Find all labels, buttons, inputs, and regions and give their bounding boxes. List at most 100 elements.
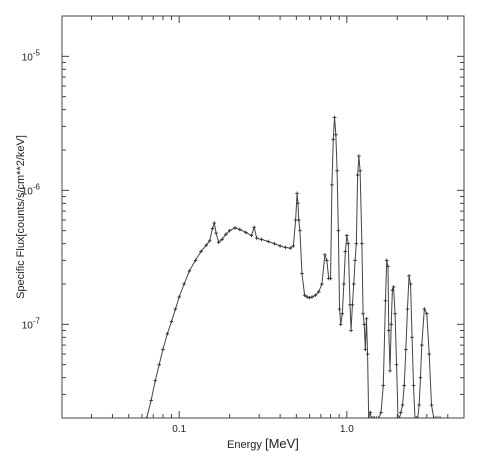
data-point bbox=[384, 258, 389, 263]
data-point bbox=[153, 378, 158, 383]
data-point bbox=[238, 227, 242, 232]
data-point bbox=[144, 416, 149, 418]
y-axis-label: Specific Flux[counts/s/cm**2/keV] bbox=[15, 135, 27, 299]
data-point bbox=[337, 307, 342, 311]
data-point bbox=[278, 244, 282, 248]
data-point bbox=[342, 282, 346, 286]
data-point bbox=[227, 228, 232, 233]
data-point bbox=[411, 383, 416, 388]
data-point bbox=[386, 328, 391, 333]
data-point bbox=[331, 137, 336, 142]
data-point bbox=[410, 335, 414, 340]
data-point bbox=[396, 416, 400, 418]
data-point bbox=[340, 311, 345, 316]
data-point bbox=[390, 288, 395, 292]
data-point bbox=[383, 298, 388, 303]
data-point bbox=[388, 369, 392, 373]
data-point bbox=[224, 232, 228, 237]
data-point bbox=[149, 398, 153, 403]
data-point bbox=[165, 331, 170, 336]
data-point bbox=[418, 375, 423, 380]
data-point bbox=[349, 328, 353, 333]
data-point bbox=[334, 132, 338, 137]
data-point bbox=[335, 168, 339, 173]
data-point bbox=[376, 416, 381, 418]
data-point bbox=[374, 416, 379, 418]
data-point bbox=[199, 249, 203, 254]
data-point bbox=[328, 276, 333, 281]
data-point bbox=[310, 295, 314, 299]
y-tick-label-base: 10 bbox=[22, 320, 34, 331]
data-point bbox=[371, 416, 375, 418]
data-point bbox=[283, 245, 288, 250]
data-point bbox=[157, 362, 161, 367]
y-tick-label: 10-7 bbox=[22, 316, 41, 331]
data-point bbox=[332, 115, 337, 120]
data-point bbox=[408, 282, 413, 286]
data-point bbox=[405, 307, 410, 311]
data-point bbox=[325, 258, 329, 263]
data-point bbox=[343, 249, 348, 254]
data-point bbox=[354, 241, 359, 246]
data-point bbox=[346, 241, 351, 246]
data-point bbox=[362, 322, 367, 327]
data-point bbox=[358, 168, 362, 173]
y-tick-label: 10-6 bbox=[22, 182, 41, 197]
data-point bbox=[336, 228, 341, 233]
data-point bbox=[302, 293, 307, 298]
data-point bbox=[429, 403, 434, 407]
data-point bbox=[288, 246, 293, 250]
data-point bbox=[300, 271, 304, 276]
data-point bbox=[402, 383, 407, 388]
data-point bbox=[414, 416, 419, 418]
data-point bbox=[400, 403, 405, 407]
data-point bbox=[417, 403, 421, 407]
data-point bbox=[360, 241, 364, 246]
y-tick-label-exponent: -7 bbox=[33, 316, 41, 325]
data-point bbox=[220, 237, 224, 242]
data-point bbox=[386, 264, 390, 269]
data-point bbox=[404, 347, 408, 352]
x-axis-label-unit: [MeV] bbox=[265, 436, 299, 451]
data-point bbox=[210, 226, 215, 231]
data-point bbox=[330, 182, 334, 187]
data-point bbox=[350, 302, 355, 307]
data-point bbox=[399, 410, 403, 415]
data-point bbox=[233, 226, 237, 230]
data-point bbox=[313, 293, 318, 298]
data-point bbox=[204, 243, 209, 247]
data-point bbox=[214, 231, 218, 235]
data-point bbox=[187, 269, 192, 273]
series-group bbox=[144, 115, 442, 418]
data-point bbox=[369, 416, 374, 418]
data-point bbox=[351, 282, 356, 286]
data-point bbox=[366, 416, 371, 418]
series-line bbox=[146, 117, 441, 418]
data-point bbox=[249, 233, 254, 238]
data-point bbox=[397, 416, 402, 418]
data-point bbox=[415, 416, 420, 418]
data-point bbox=[254, 236, 259, 240]
y-tick-label-exponent: -6 bbox=[33, 182, 41, 191]
data-point bbox=[323, 253, 327, 257]
data-point bbox=[438, 416, 442, 418]
data-point bbox=[169, 319, 174, 324]
x-tick-label: 1.0 bbox=[340, 424, 354, 435]
data-point bbox=[212, 221, 217, 225]
data-point bbox=[361, 311, 365, 316]
data-point bbox=[296, 218, 301, 222]
data-point bbox=[293, 218, 298, 222]
plot-frame bbox=[61, 15, 465, 419]
data-point bbox=[291, 244, 296, 248]
data-point bbox=[207, 239, 212, 243]
data-point bbox=[182, 282, 186, 286]
data-point bbox=[372, 416, 377, 418]
data-point bbox=[368, 410, 373, 415]
x-tick-label: 0.1 bbox=[172, 424, 186, 435]
data-point bbox=[365, 352, 370, 356]
data-point bbox=[259, 237, 264, 242]
data-point bbox=[389, 322, 394, 327]
data-point bbox=[427, 352, 432, 356]
